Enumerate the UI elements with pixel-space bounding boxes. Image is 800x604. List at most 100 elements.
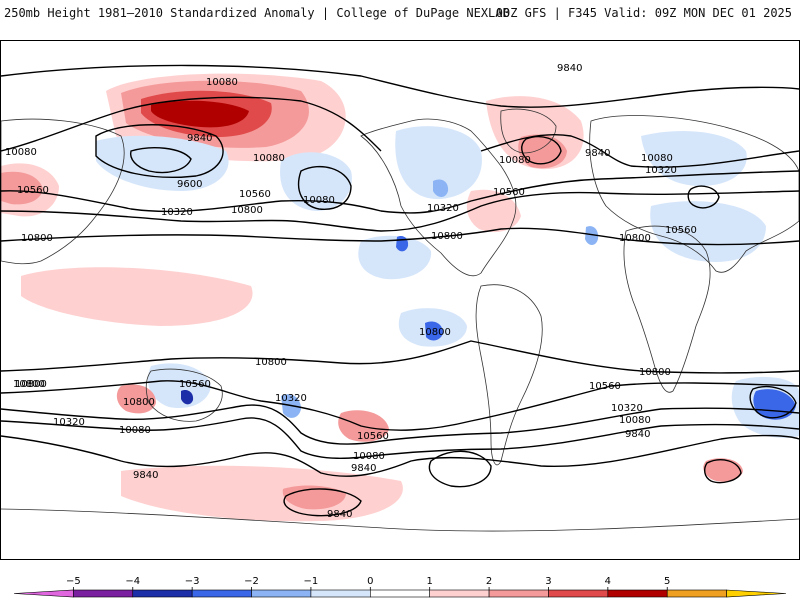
label-n-10560-b: 10560: [239, 189, 271, 200]
label-s-10560-b: 10560: [357, 431, 389, 442]
coast-eurasia: [589, 115, 799, 273]
label-s-9840-b: 9840: [133, 470, 158, 481]
contour-south-atlantic-ring: [749, 385, 797, 419]
contour-10320-south: [1, 404, 799, 445]
anomaly-negative-aleutian: [96, 135, 229, 191]
colorbar-swatches: [13, 589, 787, 598]
label-s-10800-b: 10800: [123, 397, 155, 408]
label-n-10560-d: 10560: [665, 225, 697, 236]
colorbar-swatch: [429, 589, 490, 598]
colorbar-swatch: [13, 589, 74, 598]
coast-africa: [623, 225, 711, 393]
label-n-10800-e: 10800: [419, 327, 451, 338]
colorbar-swatch: [370, 589, 430, 598]
contour-10800-north: [1, 227, 799, 246]
label-n-10080-e: 10080: [499, 155, 531, 166]
label-n-10320-a: 10320: [161, 207, 193, 218]
anomaly-map: 10080 9840 9840 10080 9600 10560 10320 1…: [1, 63, 799, 532]
colorbar-swatch: [73, 589, 134, 598]
colorbar-swatch: [607, 589, 668, 598]
label-s-10320-b: 10320: [53, 417, 85, 428]
label-n-10080-a: 10080: [206, 77, 238, 88]
coast-antarctica: [1, 508, 799, 532]
label-n-10320-c: 10320: [645, 165, 677, 176]
label-n-10080-f: 10080: [641, 153, 673, 164]
colorbar-swatch: [251, 589, 312, 598]
colorbar-tick-label: 1: [427, 576, 433, 587]
colorbar-swatch: [726, 589, 787, 598]
label-s-10560-a: 10560: [179, 379, 211, 390]
model-valid-time: 00Z GFS | F345 Valid: 09Z MON DEC 01 202…: [495, 6, 792, 20]
colorbar-tick-label: −1: [304, 576, 319, 587]
anomaly-positive-asia-tropics: [21, 267, 253, 326]
anomaly-negative-east-pacific: [358, 235, 432, 280]
colorbar-tick-label: −4: [125, 576, 140, 587]
anomaly-negative-north-atlantic: [585, 226, 599, 245]
contour-10560-north: [1, 190, 799, 232]
label-n-10080-b: 10080: [5, 147, 37, 158]
colorbar-tick-label: 2: [486, 576, 492, 587]
label-s-10320-c: 10320: [611, 403, 643, 414]
colorbar-tick-label: −2: [244, 576, 259, 587]
anomaly-negative-gulf-alaska: [280, 152, 352, 211]
contour-10800-south: [1, 340, 799, 374]
label-n-10080-d: 10080: [303, 195, 335, 206]
coast-australia: [145, 368, 223, 422]
anomaly-positive-weddell: [703, 458, 743, 482]
label-s-10560-c: 10560: [589, 381, 621, 392]
label-n-10080-c: 10080: [253, 153, 285, 164]
contour-9840-north: [1, 64, 799, 108]
colorbar-ticks: −5 −4 −3 −2 −1 0 1 2 3 4 5: [66, 576, 670, 590]
contour-9840-south: [1, 434, 799, 477]
label-n-10800-a: 10800: [21, 233, 53, 244]
label-n-10800-d: 10800: [619, 233, 651, 244]
map-panel: 10080 9840 9840 10080 9600 10560 10320 1…: [0, 40, 800, 560]
anomaly-negative-hudson-core: [433, 179, 449, 197]
colorbar-swatch: [488, 589, 549, 598]
contour-10080-north-a: [1, 96, 382, 152]
contour-south-pacific-ring: [428, 450, 492, 488]
contour-labels: 10080 9840 9840 10080 9600 10560 10320 1…: [5, 63, 697, 520]
label-s-9840-c: 9840: [625, 429, 650, 440]
colorbar-tick-label: 4: [605, 576, 611, 587]
contour-weddell-ring: [703, 459, 742, 484]
anomaly-positive-northeast-us: [466, 189, 521, 233]
colorbar-swatch: [548, 589, 609, 598]
contour-antarctic-ring: [283, 488, 362, 517]
contour-gulf-alaska-low: [297, 165, 352, 210]
label-n-9840-a: 9840: [557, 63, 582, 74]
anomaly-negative-indian-ocean-core: [181, 390, 194, 405]
header: 250mb Height 1981–2010 Standardized Anom…: [0, 0, 800, 34]
contour-greenland-low: [521, 135, 562, 165]
height-contours: [1, 64, 799, 517]
colorbar-tick-label: −3: [185, 576, 200, 587]
colorbar-tick-label: 5: [664, 576, 670, 587]
colorbar-tick-label: 0: [367, 576, 373, 587]
colorbar-swatch: [666, 589, 727, 598]
coast-south-america: [475, 284, 543, 466]
colorbar-swatch: [191, 589, 252, 598]
label-n-10800-g: 10800: [13, 379, 45, 390]
colorbar-tick-label: −5: [66, 576, 81, 587]
contour-europe-low: [687, 185, 720, 209]
contour-10320-north: [1, 170, 799, 214]
label-s-9840-a: 9840: [351, 463, 376, 474]
anomaly-negative-hudson: [395, 126, 482, 200]
colorbar: −5 −4 −3 −2 −1 0 1 2 3 4 5: [0, 568, 800, 600]
colorbar-swatch: [132, 589, 193, 598]
label-s-10080-a: 10080: [119, 425, 151, 436]
anomaly-negative-indian-ocean: [147, 363, 211, 409]
anomaly-negative-europe: [641, 131, 747, 186]
anomaly-negative-south-pacific-core: [425, 321, 443, 341]
label-n-10560-a: 10560: [17, 185, 49, 196]
label-n-10320-b: 10320: [427, 203, 459, 214]
label-n-10560-c: 10560: [493, 187, 525, 198]
colorbar-tick-label: 3: [545, 576, 551, 587]
contour-10560-south: [1, 380, 799, 431]
colorbar-swatch: [310, 589, 371, 598]
colorbar-svg: −5 −4 −3 −2 −1 0 1 2 3 4 5: [13, 576, 787, 598]
label-n-9600: 9600: [177, 179, 202, 190]
label-n-10800-b: 10800: [231, 205, 263, 216]
label-s-9840-d: 9840: [327, 509, 352, 520]
contour-9600-ring: [129, 147, 192, 174]
